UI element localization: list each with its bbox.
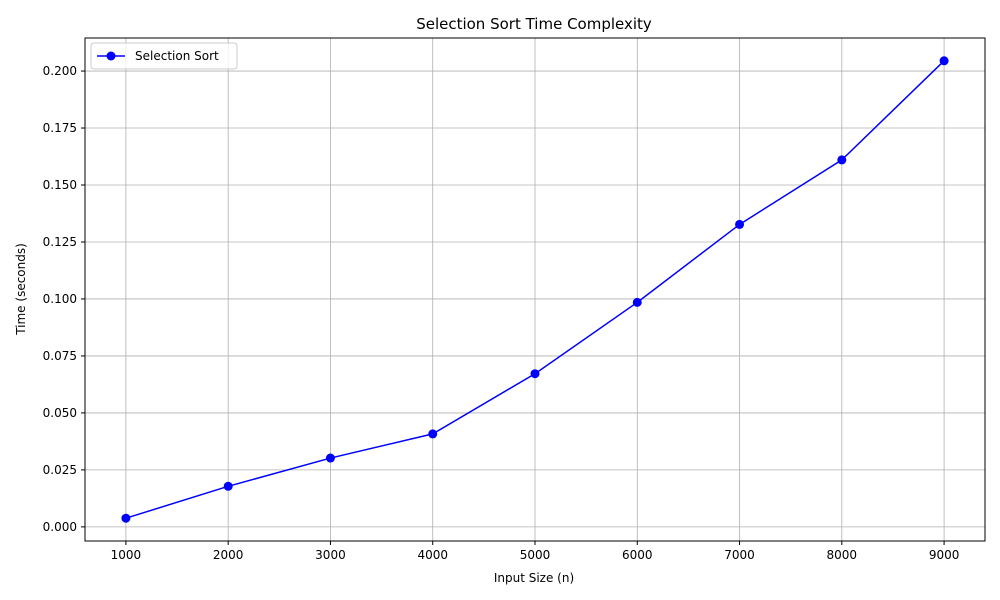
- y-tick-label: 0.150: [43, 178, 77, 192]
- x-tick-label: 2000: [213, 548, 244, 562]
- y-axis-label: Time (seconds): [14, 243, 28, 336]
- y-tick-label: 0.025: [43, 463, 77, 477]
- legend: Selection Sort: [90, 42, 238, 70]
- legend-box: [90, 42, 238, 70]
- x-tick-label: 3000: [315, 548, 346, 562]
- x-tick-label: 4000: [417, 548, 448, 562]
- x-tick-label: 5000: [520, 548, 551, 562]
- chart-title: Selection Sort Time Complexity: [416, 15, 652, 33]
- series-layer: [121, 56, 949, 523]
- data-point: [632, 297, 642, 307]
- y-tick-label: 0.200: [43, 64, 77, 78]
- data-point: [837, 155, 847, 165]
- y-tick-label: 0.175: [43, 121, 77, 135]
- x-tick-label: 1000: [111, 548, 142, 562]
- x-tick-label: 7000: [724, 548, 755, 562]
- data-point: [939, 56, 949, 66]
- y-tick-label: 0.000: [43, 520, 77, 534]
- y-tick-label: 0.125: [43, 235, 77, 249]
- legend-marker-sample: [106, 51, 116, 61]
- tick-marks: [81, 70, 945, 545]
- y-tick-label: 0.050: [43, 406, 77, 420]
- data-point: [325, 453, 335, 463]
- x-axis-label: Input Size (n): [494, 571, 574, 585]
- legend-label: Selection Sort: [135, 49, 219, 63]
- data-point: [428, 429, 438, 439]
- data-point: [735, 219, 745, 229]
- x-tick-label: 6000: [622, 548, 653, 562]
- data-point: [223, 481, 233, 491]
- grid-lines: [85, 38, 985, 541]
- y-tick-label: 0.100: [43, 292, 77, 306]
- x-tick-label: 9000: [929, 548, 960, 562]
- data-point: [530, 369, 540, 379]
- y-tick-label: 0.075: [43, 349, 77, 363]
- data-point: [121, 513, 131, 523]
- x-tick-label: 8000: [827, 548, 858, 562]
